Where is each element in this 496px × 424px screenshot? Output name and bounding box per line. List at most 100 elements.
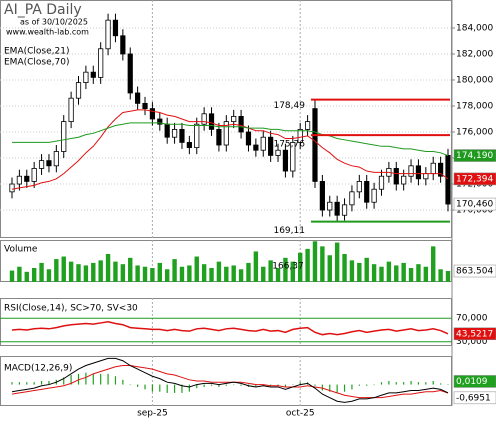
candle-body bbox=[38, 160, 45, 169]
histogram-bar bbox=[314, 384, 316, 386]
last-value-box bbox=[453, 172, 496, 186]
histogram-bar bbox=[395, 382, 397, 385]
candle-body bbox=[438, 162, 444, 177]
candle-body bbox=[135, 92, 141, 104]
legend-entry: EMA(Close,21) bbox=[4, 47, 69, 57]
histogram-bar bbox=[92, 373, 94, 385]
last-value-label: 170,460 bbox=[456, 200, 493, 210]
candle-body bbox=[245, 131, 252, 146]
panel-title: RSI(Close,14), SC>70, SV<30 bbox=[4, 304, 138, 314]
volume-bar bbox=[142, 266, 148, 282]
last-value-label: 174,190 bbox=[456, 151, 493, 161]
candle-body bbox=[216, 129, 222, 146]
candle-body bbox=[341, 204, 348, 216]
candle-body bbox=[149, 108, 156, 120]
histogram-bar bbox=[329, 384, 331, 392]
candle-body bbox=[312, 108, 318, 182]
histogram-bar bbox=[218, 384, 220, 387]
volume-bar bbox=[216, 261, 222, 282]
histogram-bar bbox=[277, 384, 279, 386]
volume-bar bbox=[364, 257, 369, 282]
histogram-bar bbox=[48, 381, 50, 385]
volume-bar bbox=[423, 266, 429, 282]
histogram-bar bbox=[388, 381, 390, 385]
volume-bar bbox=[224, 266, 229, 282]
volume-bar bbox=[305, 248, 310, 282]
x-tick-label: oct-25 bbox=[286, 409, 315, 419]
volume-bar bbox=[83, 265, 89, 282]
histogram-bar bbox=[292, 384, 294, 386]
volume-bar bbox=[231, 265, 236, 282]
candle-body bbox=[46, 160, 52, 167]
candle-body bbox=[290, 142, 296, 172]
histogram-bar bbox=[40, 381, 43, 385]
histogram-bar bbox=[410, 381, 412, 385]
candle-body bbox=[171, 129, 178, 138]
candle-body bbox=[408, 165, 414, 177]
histogram-bar bbox=[203, 384, 205, 387]
volume-bar bbox=[320, 246, 325, 282]
histogram-bar bbox=[225, 384, 227, 386]
candle-body bbox=[31, 168, 37, 182]
candle-body bbox=[223, 121, 229, 146]
candle-body bbox=[415, 165, 422, 180]
ema-line bbox=[12, 122, 449, 157]
volume-bar bbox=[342, 254, 347, 282]
ema-line bbox=[11, 109, 449, 190]
histogram-bar bbox=[151, 384, 154, 392]
candle-body bbox=[319, 181, 325, 211]
last-value-box bbox=[453, 327, 496, 341]
last-value-label: 172,394 bbox=[456, 174, 493, 184]
last-value-box bbox=[453, 391, 496, 405]
candle-body bbox=[268, 136, 274, 156]
histogram-bar bbox=[447, 384, 449, 385]
volume-bar bbox=[290, 261, 296, 282]
candle-body bbox=[378, 175, 385, 190]
histogram-bar bbox=[403, 382, 405, 385]
candle-body bbox=[9, 183, 15, 193]
candle-body bbox=[68, 97, 74, 123]
legend-entry: EMA(Close,70) bbox=[4, 58, 69, 68]
last-value-label: 863.504 bbox=[456, 267, 493, 277]
y-tick-label: 30,000 bbox=[456, 337, 488, 347]
volume-bar bbox=[105, 254, 111, 282]
volume-bar bbox=[113, 261, 118, 282]
volume-bar bbox=[179, 266, 185, 282]
volume-bar bbox=[394, 265, 399, 282]
histogram-bar bbox=[166, 384, 168, 393]
candle-body bbox=[430, 162, 436, 175]
candle-body bbox=[16, 175, 22, 185]
subtitle: as of 30/10/2025 bbox=[20, 18, 88, 27]
histogram-bar bbox=[159, 384, 161, 392]
candle-body bbox=[238, 115, 244, 133]
candle-body bbox=[90, 71, 96, 78]
volume-bar bbox=[209, 268, 214, 282]
histogram-bar bbox=[107, 373, 109, 385]
histogram-bar bbox=[351, 384, 353, 390]
candle-body bbox=[423, 173, 429, 180]
y-tick-label: 70,000 bbox=[456, 314, 488, 324]
volume-bar bbox=[268, 260, 273, 282]
histogram-bar bbox=[188, 384, 190, 392]
volume-bar bbox=[386, 261, 392, 282]
histogram-bar bbox=[114, 376, 117, 385]
volume-bar bbox=[445, 271, 451, 282]
y-tick-label: 170,000 bbox=[456, 206, 493, 216]
source: www.wealth-lab.com bbox=[6, 28, 89, 37]
candle-body bbox=[53, 151, 59, 167]
histogram-bar bbox=[255, 384, 257, 387]
candle-body bbox=[231, 115, 237, 123]
histogram-bar bbox=[270, 384, 272, 386]
candle-body bbox=[253, 144, 259, 151]
volume-bar bbox=[327, 255, 332, 282]
volume-bar bbox=[135, 265, 140, 282]
volume-bar bbox=[68, 261, 74, 282]
volume-bar bbox=[91, 262, 96, 282]
histogram-bar bbox=[26, 382, 28, 385]
x-tick-label: sep-25 bbox=[137, 409, 168, 419]
last-value-box bbox=[453, 264, 496, 278]
candle-body bbox=[304, 121, 311, 130]
y-tick-label: 180,000 bbox=[456, 75, 493, 85]
candle-body bbox=[208, 113, 215, 130]
candle-body bbox=[334, 201, 340, 216]
